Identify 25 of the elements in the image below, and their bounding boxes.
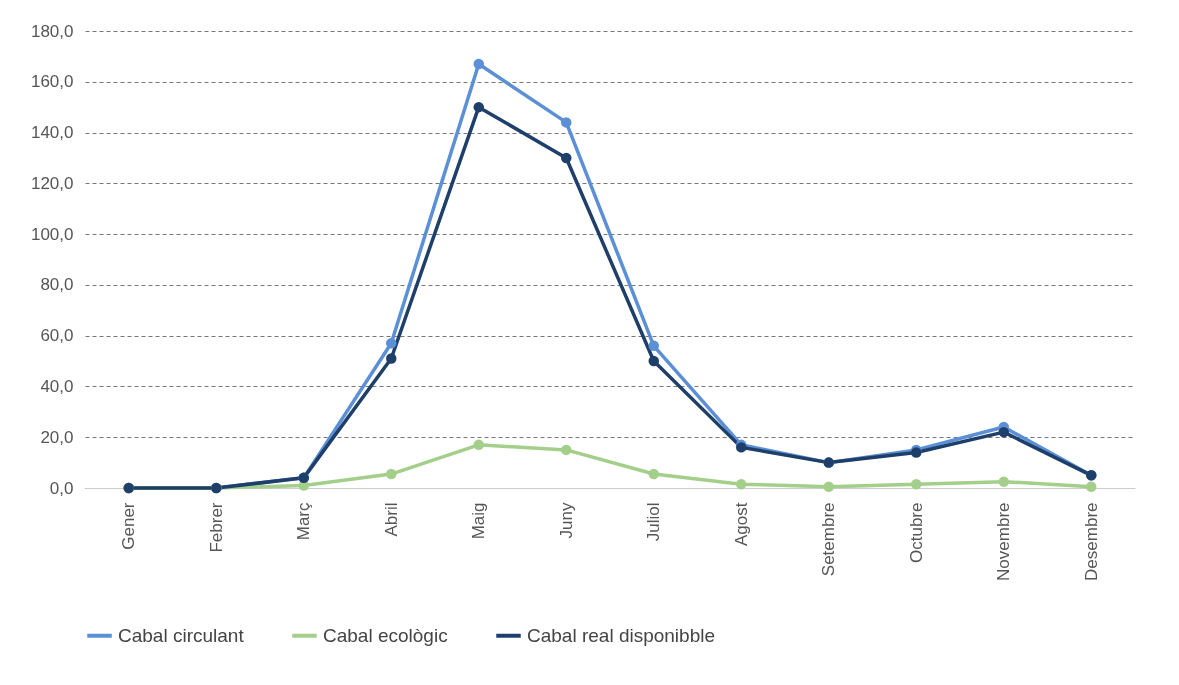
x-tick-label: Octubre (906, 502, 926, 563)
x-tick-label: Abril (381, 502, 401, 537)
x-tick-label: Gener (119, 502, 139, 550)
x-tick-label: Agost (731, 502, 751, 546)
y-tick-label: 180,0 (30, 21, 74, 41)
y-tick-label: 80,0 (40, 275, 74, 295)
y-tick-label: 100,0 (30, 224, 74, 244)
y-tick-label: 160,0 (30, 72, 74, 92)
x-tick-label: Juliol (644, 502, 664, 542)
legend-label: Cabal circulant (118, 624, 245, 646)
y-tick-label: 0,0 (49, 478, 74, 498)
x-tick-label: Març (294, 502, 314, 541)
legend-label: Cabal real disponibble (527, 624, 716, 646)
y-tick-label: 60,0 (40, 326, 74, 346)
x-tick-label: Febrer (206, 502, 226, 553)
x-tick-label: Novembre (994, 502, 1014, 581)
x-tick-label: Maig (469, 502, 489, 540)
y-tick-label: 140,0 (30, 123, 74, 143)
x-tick-label: Juny (556, 502, 576, 539)
x-tick-label: Desembre (1081, 502, 1101, 581)
y-tick-label: 40,0 (40, 376, 74, 396)
y-tick-label: 20,0 (40, 427, 74, 447)
x-tick-label: Setembre (819, 502, 839, 577)
legend-label: Cabal ecològic (323, 624, 448, 646)
y-tick-label: 120,0 (30, 173, 74, 193)
